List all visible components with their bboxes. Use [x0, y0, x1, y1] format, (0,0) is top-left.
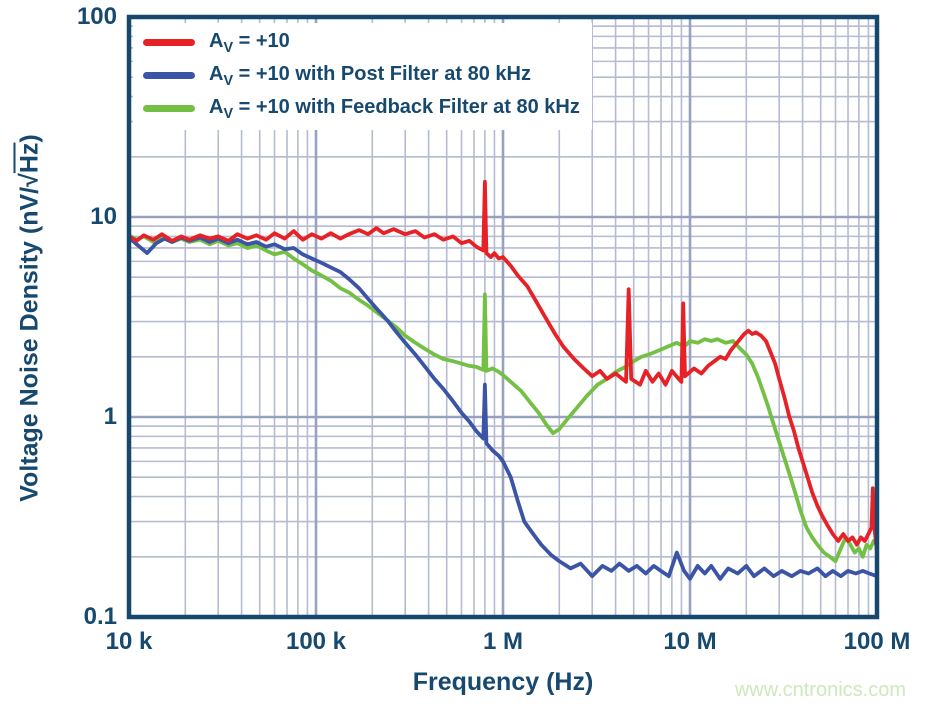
sqrt-radical: √	[15, 173, 44, 187]
legend-item-av10-post-filter: AV = +10 with Post Filter at 80 kHz	[133, 61, 580, 90]
x-axis-title: Frequency (Hz)	[412, 668, 594, 696]
x-tick-label-100M: 100 M	[843, 628, 911, 655]
legend-item-av10-feedback-filter: AV = +10 with Feedback Filter at 80 kHz	[133, 94, 580, 123]
legend-swatch-av10-feedback-filter	[143, 105, 195, 112]
y-tick-label-10: 10	[90, 203, 117, 230]
x-tick-label-1M: 1 M	[482, 628, 523, 655]
y-axis-title: Voltage Noise Density (nV/√Hz)	[15, 134, 44, 502]
legend-swatch-av10-post-filter	[143, 72, 195, 79]
series-line-av10-post-filter	[127, 235, 879, 581]
series-line-av10	[127, 179, 879, 555]
watermark: www.cntronics.com	[734, 679, 906, 701]
y-tick-label-100: 100	[76, 3, 117, 30]
legend-item-av10: AV = +10	[133, 28, 580, 57]
x-tick-label-10M: 10 M	[663, 628, 717, 655]
legend-label: AV = +10	[209, 29, 290, 56]
y-tick-label-0.1: 0.1	[83, 603, 117, 630]
legend-label: AV = +10 with Post Filter at 80 kHz	[209, 62, 531, 89]
series-line-av10-feedback-filter	[127, 233, 879, 564]
y-tick-label-1: 1	[103, 403, 117, 430]
legend-swatch-av10	[143, 39, 195, 46]
plot-frame	[126, 14, 880, 620]
legend: AV = +10 AV = +10 with Post Filter at 80 …	[133, 23, 592, 130]
legend-label: AV = +10 with Feedback Filter at 80 kHz	[209, 95, 580, 122]
x-tick-label-100k: 100 k	[285, 628, 347, 655]
x-tick-label-10k: 10 k	[105, 628, 153, 655]
